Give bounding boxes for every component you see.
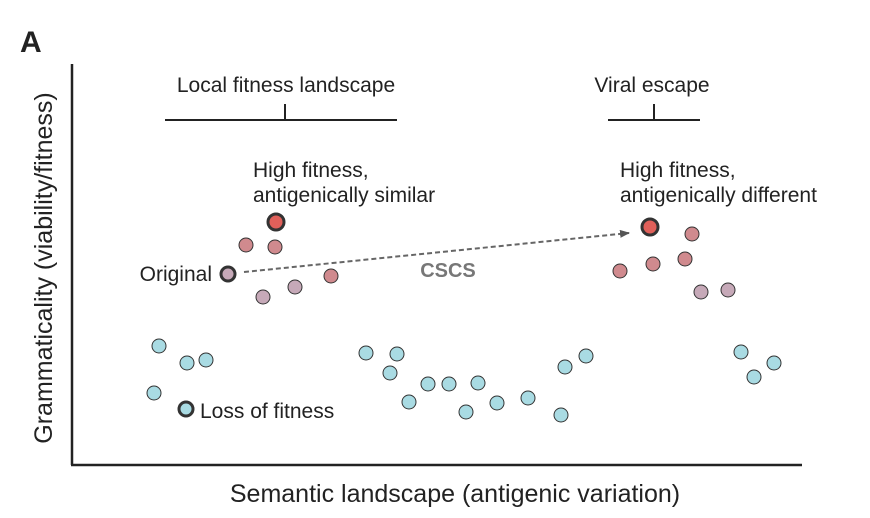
data-point xyxy=(578,348,594,364)
data-point xyxy=(520,390,536,406)
data-point xyxy=(677,251,693,267)
high-fitness-similar-point xyxy=(266,212,286,232)
data-point xyxy=(198,352,214,368)
data-point xyxy=(645,256,661,272)
viral-escape-bracket xyxy=(608,104,700,121)
data-point xyxy=(151,338,167,354)
cscs-label: CSCS xyxy=(420,260,476,282)
data-point xyxy=(267,239,283,255)
data-point xyxy=(420,376,436,392)
axes xyxy=(70,64,802,467)
data-point xyxy=(287,279,303,295)
loss-of-fitness-point xyxy=(177,400,195,418)
local-fitness-bracket xyxy=(165,104,397,121)
data-point xyxy=(441,376,457,392)
data-point xyxy=(720,282,736,298)
original-label: Original xyxy=(140,263,212,286)
x-axis-label: Semantic landscape (antigenic variation) xyxy=(230,480,680,508)
panel-label: A xyxy=(20,26,42,59)
data-point xyxy=(382,365,398,381)
high-different-label-line1: High fitness, xyxy=(620,159,736,182)
high-fitness-different-point xyxy=(640,217,660,237)
data-point xyxy=(693,284,709,300)
high-different-label-line2: antigenically different xyxy=(620,184,817,207)
data-point xyxy=(255,289,271,305)
data-point xyxy=(684,226,700,242)
data-point xyxy=(146,385,162,401)
local-fitness-label: Local fitness landscape xyxy=(177,74,395,97)
data-point xyxy=(323,268,339,284)
data-point xyxy=(733,344,749,360)
points-layer xyxy=(146,212,782,423)
viral-escape-label: Viral escape xyxy=(594,74,709,97)
data-point xyxy=(557,359,573,375)
data-point xyxy=(553,407,569,423)
original-point xyxy=(219,265,237,283)
data-point xyxy=(389,346,405,362)
data-point xyxy=(401,394,417,410)
high-similar-label-line2: antigenically similar xyxy=(253,184,435,207)
data-point xyxy=(612,263,628,279)
data-point xyxy=(358,345,374,361)
data-point xyxy=(766,355,782,371)
data-point xyxy=(238,237,254,253)
data-point xyxy=(746,369,762,385)
data-point xyxy=(458,404,474,420)
high-similar-label-line1: High fitness, xyxy=(253,159,369,182)
data-point xyxy=(489,395,505,411)
data-point xyxy=(179,355,195,371)
cscs-arrow xyxy=(243,229,630,273)
loss-of-fitness-label: Loss of fitness xyxy=(200,400,334,423)
data-point xyxy=(470,375,486,391)
y-axis-label: Grammaticality (viability/fitness) xyxy=(30,92,58,443)
